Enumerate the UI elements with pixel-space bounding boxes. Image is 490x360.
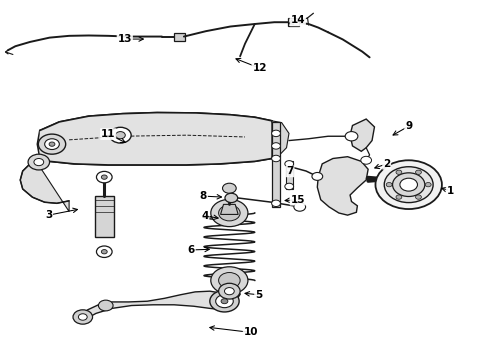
Circle shape — [78, 314, 87, 320]
Text: 4: 4 — [201, 211, 209, 221]
Circle shape — [224, 288, 234, 295]
Circle shape — [271, 155, 280, 162]
Text: 5: 5 — [255, 290, 262, 300]
Circle shape — [392, 173, 425, 197]
Circle shape — [219, 205, 240, 221]
Circle shape — [97, 171, 112, 183]
Circle shape — [101, 175, 107, 179]
Circle shape — [312, 172, 323, 180]
Circle shape — [28, 154, 49, 170]
Circle shape — [396, 195, 402, 199]
Circle shape — [101, 249, 107, 254]
Text: 1: 1 — [446, 186, 454, 196]
Circle shape — [416, 170, 421, 174]
Text: 14: 14 — [291, 15, 305, 26]
Circle shape — [271, 130, 280, 136]
Text: 15: 15 — [291, 195, 305, 205]
Polygon shape — [350, 119, 374, 151]
Circle shape — [400, 178, 417, 191]
Circle shape — [219, 273, 240, 288]
Text: 3: 3 — [45, 210, 52, 220]
Polygon shape — [272, 122, 280, 207]
Circle shape — [285, 183, 294, 190]
Circle shape — [38, 134, 66, 154]
Text: 10: 10 — [244, 327, 258, 337]
Circle shape — [110, 127, 131, 143]
Circle shape — [396, 170, 402, 174]
Circle shape — [49, 142, 55, 146]
Circle shape — [211, 267, 248, 294]
Polygon shape — [286, 161, 293, 189]
Circle shape — [345, 132, 358, 141]
Circle shape — [221, 299, 228, 304]
Circle shape — [219, 283, 240, 299]
Circle shape — [361, 156, 371, 164]
Circle shape — [97, 246, 112, 257]
Circle shape — [222, 183, 236, 193]
Circle shape — [216, 295, 233, 308]
Circle shape — [34, 158, 44, 166]
Circle shape — [384, 167, 433, 203]
Circle shape — [416, 195, 421, 199]
Circle shape — [285, 161, 294, 167]
Circle shape — [271, 143, 280, 149]
Circle shape — [225, 193, 238, 203]
Circle shape — [271, 200, 280, 207]
Text: 2: 2 — [383, 159, 391, 169]
Polygon shape — [288, 18, 299, 26]
Polygon shape — [174, 33, 185, 41]
Circle shape — [386, 183, 392, 187]
Circle shape — [425, 183, 431, 187]
Circle shape — [98, 300, 113, 311]
Text: 12: 12 — [252, 63, 267, 73]
Text: 8: 8 — [200, 191, 207, 201]
Text: 13: 13 — [118, 34, 132, 44]
Polygon shape — [272, 121, 289, 158]
Circle shape — [294, 203, 306, 211]
Circle shape — [210, 291, 239, 312]
Circle shape — [375, 160, 442, 209]
Text: 6: 6 — [188, 245, 195, 255]
Circle shape — [211, 199, 248, 226]
Circle shape — [116, 132, 125, 139]
Circle shape — [45, 139, 59, 149]
Polygon shape — [318, 157, 368, 215]
Circle shape — [73, 310, 93, 324]
Polygon shape — [80, 291, 229, 320]
Text: 7: 7 — [286, 166, 294, 176]
Polygon shape — [95, 196, 114, 237]
Polygon shape — [20, 158, 69, 212]
Text: 9: 9 — [405, 121, 412, 131]
Text: 11: 11 — [101, 129, 116, 139]
Polygon shape — [220, 204, 238, 215]
Polygon shape — [40, 113, 272, 165]
